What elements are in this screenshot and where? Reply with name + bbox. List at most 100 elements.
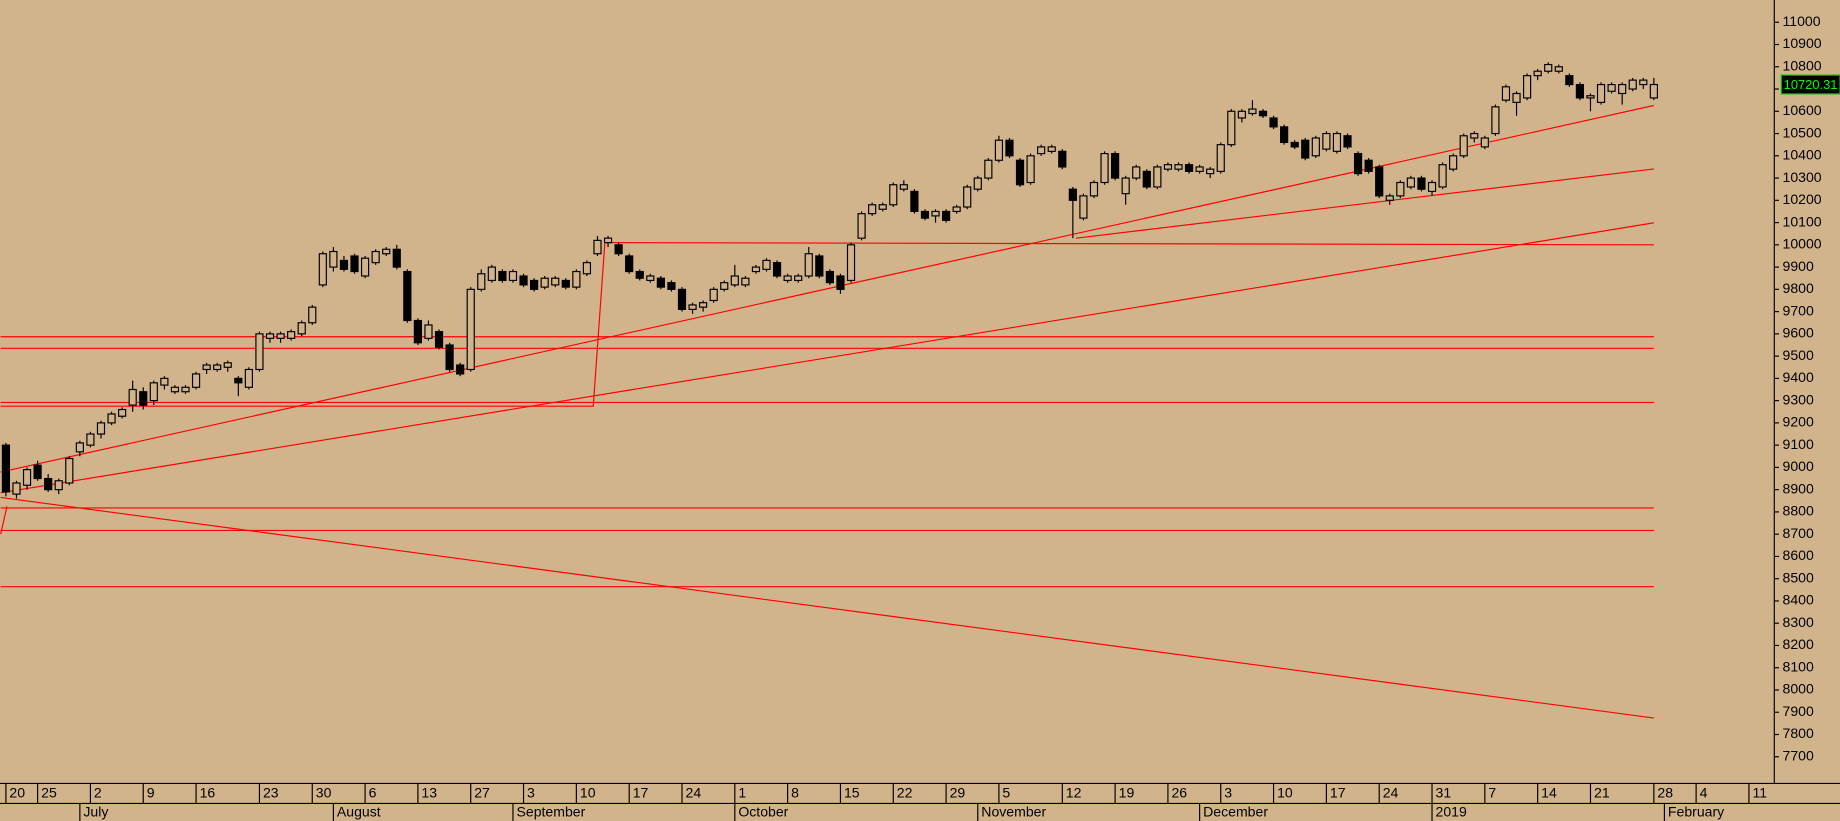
candle-body [149,382,158,402]
y-tick-label: 7800 [1783,725,1814,741]
month-label: October [738,804,788,820]
candle-body [1153,166,1162,188]
x-tick-label: 15 [844,785,860,801]
candle-body [720,282,729,290]
candle-body [22,469,32,486]
x-tick-label: 26 [1171,785,1187,801]
y-tick-label: 10900 [1783,35,1822,51]
candle-body [434,331,444,348]
candle-body [1005,139,1014,157]
y-tick-label: 11000 [1783,13,1821,29]
candle-body [1100,152,1109,184]
candle-body [614,244,623,255]
candle-body [1607,83,1616,92]
y-tick-label: 9300 [1783,391,1814,407]
candle-body [1015,159,1025,186]
y-tick-label: 9600 [1783,325,1814,341]
candle-body [1227,110,1236,146]
candle-body [751,266,761,273]
candle-body [466,288,475,371]
y-tick-label: 8300 [1783,614,1814,630]
candle-body [794,275,803,282]
candle-body [519,275,528,286]
candle-body [234,377,243,384]
y-tick-label: 9500 [1783,347,1814,363]
y-tick-label: 8600 [1783,547,1814,563]
x-tick-label: 21 [1594,785,1610,801]
x-tick-label: 19 [1119,785,1135,801]
candle-body [170,386,180,393]
candle-body [118,408,127,417]
x-tick-label: 25 [41,785,57,801]
candle-body [1565,75,1574,86]
candle-body [318,253,327,286]
candle-body [593,239,602,255]
candle-body [477,273,486,290]
x-tick-label: 23 [263,785,279,801]
candle-body [392,248,401,268]
candle-body [1248,108,1257,115]
candle-body [382,248,391,255]
x-tick-label: 29 [950,785,966,801]
candle-body [1417,177,1426,190]
y-tick-label: 7900 [1783,703,1814,719]
candle-body [1459,135,1468,157]
y-tick-label: 9900 [1783,258,1814,274]
candle-body [1375,166,1384,197]
candle-body [1047,146,1056,152]
candle-body [329,250,338,268]
x-tick-label: 28 [1657,785,1673,801]
x-tick-label: 12 [1066,785,1082,801]
candle-body [265,333,275,339]
candle-body [1544,63,1553,72]
candle-body [941,210,951,221]
candle-body [836,275,845,290]
month-label: February [1668,804,1724,820]
candle-body [952,206,961,213]
candle-body [1195,166,1204,172]
candle-body [1575,83,1585,99]
candle-body [973,177,982,190]
candle-body [1649,83,1658,99]
candle-body [181,386,190,393]
y-tick-label: 8000 [1783,681,1814,697]
last-price-box [1780,74,1840,95]
month-label: July [83,804,108,820]
candle-body [846,244,856,282]
x-tick-label: 14 [1541,785,1557,801]
y-tick-label: 8900 [1783,480,1814,496]
plot-area [0,62,1658,719]
y-tick-label: 10000 [1783,236,1822,252]
y-tick-label: 8500 [1783,569,1814,585]
candle-body [1586,95,1595,99]
candle-body [1132,166,1141,179]
candle-body [487,266,496,282]
candle-body [128,388,137,406]
candle-body [1174,164,1183,170]
candle-body [445,344,454,371]
x-tick-label: 20 [9,785,25,801]
candle-body [1639,79,1648,86]
candle-body [1216,144,1225,172]
y-tick-label: 8100 [1783,658,1814,674]
candle-body [1142,170,1151,188]
y-tick-label: 10400 [1783,147,1822,163]
y-tick-label: 10500 [1783,124,1822,140]
candle-body [1269,117,1278,128]
candle-body [868,204,877,215]
candle-body [1322,132,1331,150]
candle-body [1396,181,1405,197]
candle-body [1501,86,1511,101]
candle-body [1290,141,1299,148]
candle-body [424,324,433,339]
candle-body [857,213,866,239]
candle-body [1522,75,1532,99]
trend-line [0,222,1654,494]
y-tick-label: 9200 [1783,414,1814,430]
candle-body [878,204,887,210]
candle-body [635,270,644,279]
candle-body [551,277,560,286]
y-tick-label: 10100 [1783,213,1822,229]
